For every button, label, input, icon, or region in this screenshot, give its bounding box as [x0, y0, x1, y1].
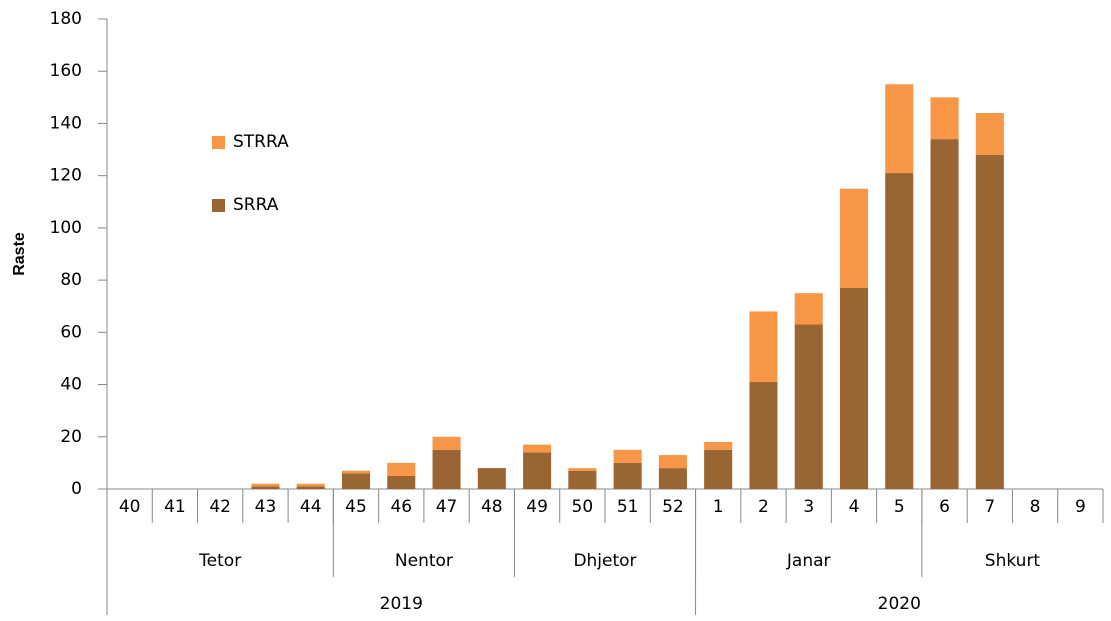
month-label: Nentor: [395, 551, 453, 571]
x-tick-label: 2: [758, 497, 769, 517]
year-label: 2019: [380, 594, 423, 614]
legend-label: STRRA: [233, 132, 289, 152]
bar-segment: [658, 468, 687, 489]
bar-segment: [704, 442, 733, 450]
x-tick-label: 7: [984, 497, 995, 517]
x-tick-label: 51: [617, 497, 639, 517]
bar-segment: [387, 462, 416, 476]
y-tick-label: 140: [50, 113, 82, 133]
x-tick-label: 40: [119, 497, 141, 517]
x-tick-label: 52: [662, 497, 684, 517]
bar-segment: [794, 324, 823, 489]
bar-segment: [523, 444, 552, 453]
bar-segment: [523, 452, 552, 489]
x-tick-label: 50: [572, 497, 594, 517]
x-tick-label: 46: [390, 497, 412, 517]
bar-segment: [885, 173, 914, 490]
x-tick-label: 48: [481, 497, 503, 517]
y-tick-label: 60: [60, 322, 82, 342]
x-tick-label: 44: [300, 497, 322, 517]
bar-segment: [387, 475, 416, 489]
month-label: Tetor: [198, 551, 241, 571]
bar-segment: [251, 486, 280, 489]
x-tick-label: 49: [526, 497, 548, 517]
bar-segment: [341, 473, 371, 489]
y-tick-label: 160: [50, 61, 82, 81]
bar-segment: [296, 486, 325, 489]
x-tick-label: 9: [1075, 497, 1086, 517]
month-label: Janar: [786, 551, 831, 571]
x-tick-label: 43: [255, 497, 277, 517]
bar-segment: [432, 436, 461, 450]
y-tick-label: 180: [50, 9, 82, 29]
bar-segment: [749, 311, 778, 382]
y-tick-label: 120: [50, 166, 82, 186]
bar-segment: [251, 483, 280, 487]
y-tick-label: 40: [60, 375, 82, 395]
y-tick-label: 80: [60, 270, 82, 290]
bar-segment: [975, 113, 1004, 155]
x-tick-label: 5: [894, 497, 905, 517]
y-tick-label: 100: [50, 218, 82, 238]
bar-segment: [613, 462, 642, 489]
bar-segment: [839, 287, 869, 489]
month-label: Dhjetor: [573, 551, 636, 571]
bar-segment: [296, 483, 325, 487]
year-label: 2020: [878, 594, 921, 614]
x-tick-label: 8: [1030, 497, 1041, 517]
bar-segment: [568, 468, 597, 471]
bar-segment: [885, 84, 914, 174]
bar-segment: [613, 449, 642, 463]
bar-segment: [704, 449, 733, 489]
bar-segment: [930, 97, 959, 140]
bar-segment: [749, 381, 778, 489]
bar-segment: [341, 470, 371, 474]
legend-label: SRRA: [233, 195, 279, 215]
bar-segment: [568, 470, 597, 489]
y-axis-title: Raste: [11, 232, 28, 276]
y-tick-label: 0: [71, 479, 82, 499]
legend-swatch: [212, 136, 225, 149]
bar-segment: [794, 293, 823, 325]
x-tick-label: 3: [803, 497, 814, 517]
bar-segment: [432, 449, 461, 489]
x-tick-label: 47: [436, 497, 458, 517]
y-tick-label: 20: [60, 427, 82, 447]
legend-swatch: [212, 199, 225, 212]
x-tick-label: 45: [345, 497, 367, 517]
bar-segment: [839, 188, 869, 288]
x-tick-label: 4: [849, 497, 860, 517]
bar-segment: [477, 468, 506, 489]
x-tick-label: 42: [209, 497, 231, 517]
x-tick-label: 41: [164, 497, 186, 517]
bar-segment: [930, 139, 959, 489]
x-tick-label: 6: [939, 497, 950, 517]
bar-segment: [975, 154, 1004, 489]
x-tick-label: 1: [713, 497, 724, 517]
bar-segment: [658, 455, 687, 469]
month-label: Shkurt: [985, 551, 1041, 571]
